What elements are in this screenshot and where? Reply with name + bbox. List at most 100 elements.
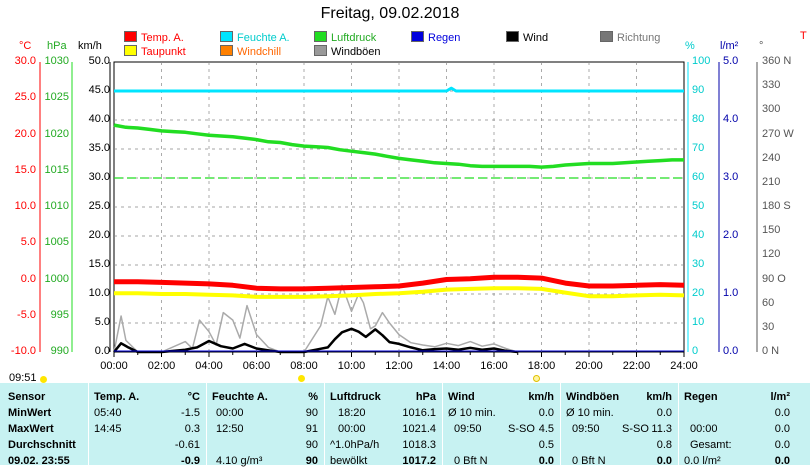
row-min-label: MinWert: [8, 407, 52, 419]
wind-tick-label: 30.0: [88, 171, 110, 183]
wind-line: [113, 327, 518, 354]
humidity-tick-label: 70: [692, 142, 705, 154]
pressure-tick-label: 1025: [44, 91, 69, 104]
x-tick-label: 04:00: [195, 360, 223, 372]
x-tick-label: 20:00: [575, 360, 603, 372]
rain-max-value: 0.0: [774, 423, 790, 435]
legend-swatch: [220, 31, 233, 42]
row-current-label: 09.02. 23:55: [8, 455, 70, 467]
wind-avg10-value: 0.0: [538, 407, 554, 419]
legend-label: Regen: [428, 32, 461, 44]
legend-label: Windböen: [331, 46, 381, 58]
stats-table: Sensor MinWert MaxWert Durchschnitt 09.0…: [0, 383, 810, 467]
legend-swatch: [314, 45, 327, 56]
gust-avg-value: 0.8: [656, 439, 672, 451]
temp-tick-label: 5.0: [20, 236, 36, 249]
rain-rate: 0.0 l/m²: [684, 455, 721, 467]
humidity-column: Feuchte A. % 00:00 90 12:50 91 90 4.10 g…: [212, 383, 318, 467]
gust-avg10-value: 0.0: [656, 407, 672, 419]
rain-unit-header: l/m²: [770, 391, 790, 403]
legend-item: Windböen: [314, 45, 381, 58]
x-tick-label: 14:00: [432, 360, 461, 372]
humidity-line: [114, 86, 684, 93]
x-tick-label: 24:00: [670, 360, 698, 372]
gust-max-direction: S-SO: [622, 423, 649, 435]
pressure-line: [113, 123, 684, 169]
pressure-trend: ^1.0hPa/h: [330, 439, 380, 451]
humidity-unit: %: [685, 40, 695, 52]
humidity-tick-label: 20: [692, 287, 705, 299]
gust-max-value: 11.3: [651, 423, 672, 435]
sun-marker-icon: [298, 375, 305, 382]
legend-label: Temp. A.: [141, 32, 184, 44]
x-tick-label: 00:00: [100, 360, 128, 372]
humidity-min-time: 00:00: [216, 407, 244, 419]
rain-unit: l/m²: [720, 40, 739, 52]
weather-chart: [39, 61, 758, 357]
x-tick-label: 08:00: [290, 360, 318, 372]
gust-max-time: 09:50: [572, 423, 600, 435]
temp-header: Temp. A.: [94, 391, 140, 403]
wind-current-value: 0.0: [538, 455, 554, 467]
gust-current-value: 0.0: [656, 455, 672, 467]
wind-tick-label: 0.0: [94, 345, 110, 357]
direction-unit: °: [759, 40, 764, 52]
humidity-current-value: 90: [305, 455, 318, 467]
wind-max-direction: S-SO: [508, 423, 535, 435]
temp-tick-label: 30.0: [14, 55, 36, 67]
direction-tick-label: 330: [762, 79, 781, 92]
row-max-label: MaxWert: [8, 423, 54, 435]
pressure-max-time: 00:00: [338, 423, 366, 435]
wind-column: Wind km/h Ø 10 min. 0.0 09:50 S-SO 4.5 0…: [448, 383, 554, 467]
temp-tick-label: 20.0: [14, 127, 36, 140]
temp-unit-header: °C: [187, 391, 200, 403]
pressure-unit-header: hPa: [415, 391, 436, 403]
rain-tick-label: 5.0: [723, 55, 739, 67]
wind-max-value: 4.5: [538, 423, 554, 435]
plot-frame: [113, 61, 685, 353]
humidity-tick-label: 80: [692, 113, 705, 125]
humidity-max-time: 12:50: [216, 423, 244, 435]
legend-swatch: [600, 31, 613, 42]
direction-tick-label: 300: [762, 103, 781, 116]
humidity-tick-label: 100: [692, 55, 711, 67]
legend-label: Luftdruck: [331, 32, 377, 44]
rain-tick-label: 2.0: [723, 229, 739, 241]
wind-tick-label: 35.0: [88, 142, 110, 154]
sunrise-marker-icon: [40, 376, 47, 383]
temp-max-time: 14:45: [94, 423, 122, 435]
humidity-unit-header: %: [308, 391, 318, 403]
rain-tick-label: 0.0: [723, 345, 739, 357]
temp-max-value: 0.3: [184, 423, 200, 435]
rain-tick-label: 3.0: [723, 171, 739, 183]
right-edge-label: T: [800, 30, 807, 42]
wind-avg-value: 0.5: [538, 439, 554, 451]
humidity-tick-label: 30: [692, 258, 705, 270]
wind-unit-header: km/h: [528, 391, 554, 403]
humidity-header: Feuchte A.: [212, 391, 268, 403]
temperature-line: [114, 274, 685, 292]
wind-unit: km/h: [78, 40, 102, 52]
legend-swatch: [124, 45, 137, 56]
wind-tick-label: 45.0: [88, 84, 110, 96]
direction-tick-label: 180 S: [762, 200, 791, 212]
humidity-abs-value: 4.10 g/m³: [216, 455, 263, 467]
rain-tick-label: 1.0: [723, 287, 739, 299]
pressure-current-value: 1017.2: [402, 455, 436, 467]
humidity-min-value: 90: [305, 407, 318, 419]
wind-beaufort: 0 Bft N: [454, 455, 488, 467]
temp-tick-label: 0.0: [20, 272, 36, 285]
pressure-tick-label: 1010: [44, 200, 69, 212]
gust-avg10-label: Ø 10 min.: [566, 407, 614, 419]
legend-swatch: [124, 31, 137, 42]
pressure-forecast: bewölkt: [330, 455, 368, 467]
pressure-column: Luftdruck hPa 18:20 1016.1 00:00 1021.4 …: [330, 383, 436, 467]
pressure-tick-label: 1030: [44, 55, 69, 67]
temp-tick-label: 25.0: [14, 91, 36, 104]
legend-label: Windchill: [237, 46, 282, 58]
direction-tick-label: 240: [762, 151, 781, 164]
direction-tick-label: 90 O: [762, 272, 786, 285]
pressure-avg-value: 1018.3: [402, 439, 436, 451]
temp-column: Temp. A. °C 05:40 -1.5 14:45 0.3 -0.61 -…: [94, 383, 200, 467]
humidity-max-value: 91: [305, 423, 318, 435]
